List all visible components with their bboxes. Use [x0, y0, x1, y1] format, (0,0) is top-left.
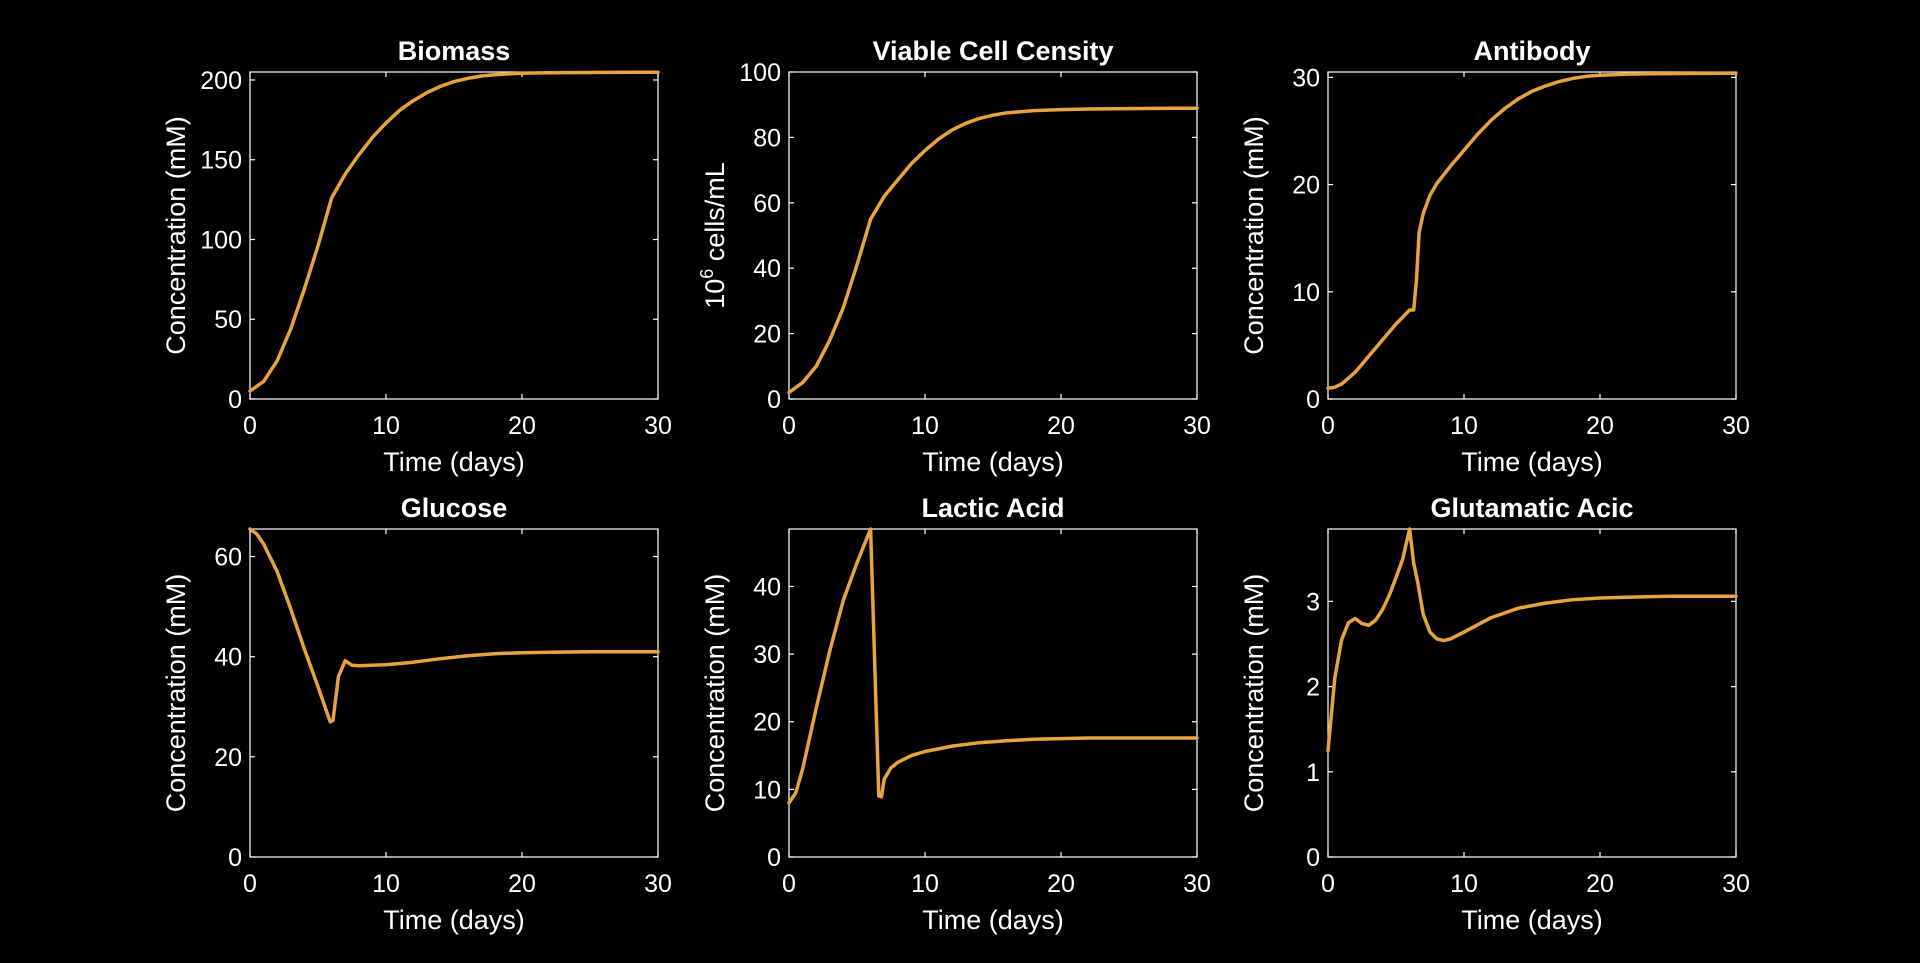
series-line — [1326, 527, 1738, 753]
y-axis-label: Concentration (mM) — [161, 116, 191, 355]
y-axis-label: Concentration (mM) — [1239, 116, 1269, 355]
y-axis-label: Concentration (mM) — [700, 574, 730, 813]
x-tick-label: 30 — [1183, 412, 1211, 440]
y-tick-label: 20 — [753, 709, 781, 737]
x-tick-label: 0 — [243, 870, 257, 898]
y-axis-label-unit: cells/mL — [700, 162, 730, 269]
y-tick-label: 0 — [767, 386, 781, 414]
y-tick-label: 40 — [753, 573, 781, 601]
x-tick-label: 0 — [782, 870, 796, 898]
y-tick-label: 50 — [214, 306, 242, 334]
subplot-2: 0 10 20 30 0 20 40 60 80 100 Viable Cell Censity Ti… — [697, 36, 1211, 477]
x-tick-label: 10 — [372, 870, 400, 898]
x-tick-label: 20 — [1586, 412, 1614, 440]
x-tick-label: 0 — [243, 412, 257, 440]
x-tick-label: 20 — [508, 870, 536, 898]
y-axis-label: Concentration (mM) — [161, 574, 191, 813]
x-tick-label: 0 — [782, 412, 796, 440]
x-axis-label: Time (days) — [922, 447, 1064, 477]
series-line — [1326, 71, 1738, 391]
x-axis-label: Time (days) — [922, 905, 1064, 935]
x-tick-label: 20 — [1047, 412, 1075, 440]
x-tick-label: 0 — [1321, 412, 1335, 440]
x-tick-label: 30 — [1722, 412, 1750, 440]
x-tick-label: 30 — [644, 412, 672, 440]
y-axis-label-exponent: 6 — [697, 269, 717, 279]
x-tick-label: 10 — [1450, 870, 1478, 898]
subplot-6: 0 10 20 30 0 1 2 3 Glutamatic Acic Time (days) Con… — [1239, 493, 1750, 935]
x-tick-label: 20 — [508, 412, 536, 440]
x-axis-label: Time (days) — [383, 905, 525, 935]
y-tick-label: 100 — [739, 59, 781, 87]
chart-title: Glucose — [401, 493, 508, 523]
y-tick-label: 10 — [1292, 279, 1320, 307]
y-tick-label: 10 — [753, 776, 781, 804]
axes-frame — [249, 528, 659, 858]
series-line — [787, 527, 1199, 805]
y-axis-label: 106 cells/mL — [697, 162, 730, 309]
y-tick-label: 0 — [1306, 386, 1320, 414]
y-tick-label: 100 — [200, 226, 242, 254]
x-tick-label: 30 — [644, 870, 672, 898]
y-tick-label: 80 — [753, 124, 781, 152]
x-tick-label: 10 — [372, 412, 400, 440]
x-tick-label: 10 — [911, 870, 939, 898]
series-line — [248, 527, 660, 724]
y-tick-label: 3 — [1306, 588, 1320, 616]
y-tick-label: 60 — [214, 544, 242, 572]
x-tick-label: 10 — [911, 412, 939, 440]
subplot-5: 0 10 20 30 0 10 20 30 40 Lactic Acid Time (days) Co… — [700, 493, 1211, 935]
axes-frame — [1327, 528, 1737, 858]
y-tick-label: 0 — [1306, 844, 1320, 872]
y-tick-label: 30 — [753, 641, 781, 669]
x-axis-label: Time (days) — [1461, 447, 1603, 477]
x-tick-label: 20 — [1586, 870, 1614, 898]
subplot-3: 0 10 20 30 0 10 20 30 Antibody Time (days) Concent… — [1239, 36, 1750, 477]
subplot-1: 0 10 20 30 0 50 100 150 200 Biomass Time (days) Con… — [161, 36, 672, 477]
axes-frame — [788, 528, 1198, 858]
x-tick-label: 20 — [1047, 870, 1075, 898]
axes-frame — [249, 71, 659, 400]
y-tick-label: 0 — [767, 844, 781, 872]
y-tick-label: 40 — [753, 255, 781, 283]
y-tick-label: 150 — [200, 147, 242, 175]
chart-title: Antibody — [1474, 36, 1591, 66]
axes-frame — [1327, 71, 1737, 400]
y-tick-label: 20 — [1292, 172, 1320, 200]
x-tick-label: 30 — [1722, 870, 1750, 898]
x-axis-label: Time (days) — [1461, 905, 1603, 935]
y-tick-label: 0 — [228, 386, 242, 414]
axes-frame — [788, 71, 1198, 400]
y-tick-label: 30 — [1292, 64, 1320, 92]
y-tick-label: 20 — [753, 321, 781, 349]
x-tick-label: 10 — [1450, 412, 1478, 440]
x-tick-label: 30 — [1183, 870, 1211, 898]
series-line — [787, 106, 1199, 395]
y-tick-label: 20 — [214, 744, 242, 772]
y-axis-label: Concentration (mM) — [1239, 574, 1269, 813]
chart-title: Biomass — [398, 36, 511, 66]
y-tick-label: 2 — [1306, 674, 1320, 702]
chart-title: Lactic Acid — [921, 493, 1064, 523]
x-tick-label: 0 — [1321, 870, 1335, 898]
y-tick-label: 40 — [214, 644, 242, 672]
subplot-4: 0 10 20 30 0 20 40 60 Glucose Time (days) Concentr… — [161, 493, 672, 935]
x-axis-label: Time (days) — [383, 447, 525, 477]
chart-title: Viable Cell Censity — [872, 36, 1113, 66]
y-tick-label: 0 — [228, 844, 242, 872]
y-tick-label: 1 — [1306, 759, 1320, 787]
y-tick-label: 200 — [200, 67, 242, 95]
y-tick-label: 60 — [753, 190, 781, 218]
series-line — [248, 70, 660, 393]
y-axis-label-base: 10 — [700, 279, 730, 309]
chart-title: Glutamatic Acic — [1430, 493, 1633, 523]
